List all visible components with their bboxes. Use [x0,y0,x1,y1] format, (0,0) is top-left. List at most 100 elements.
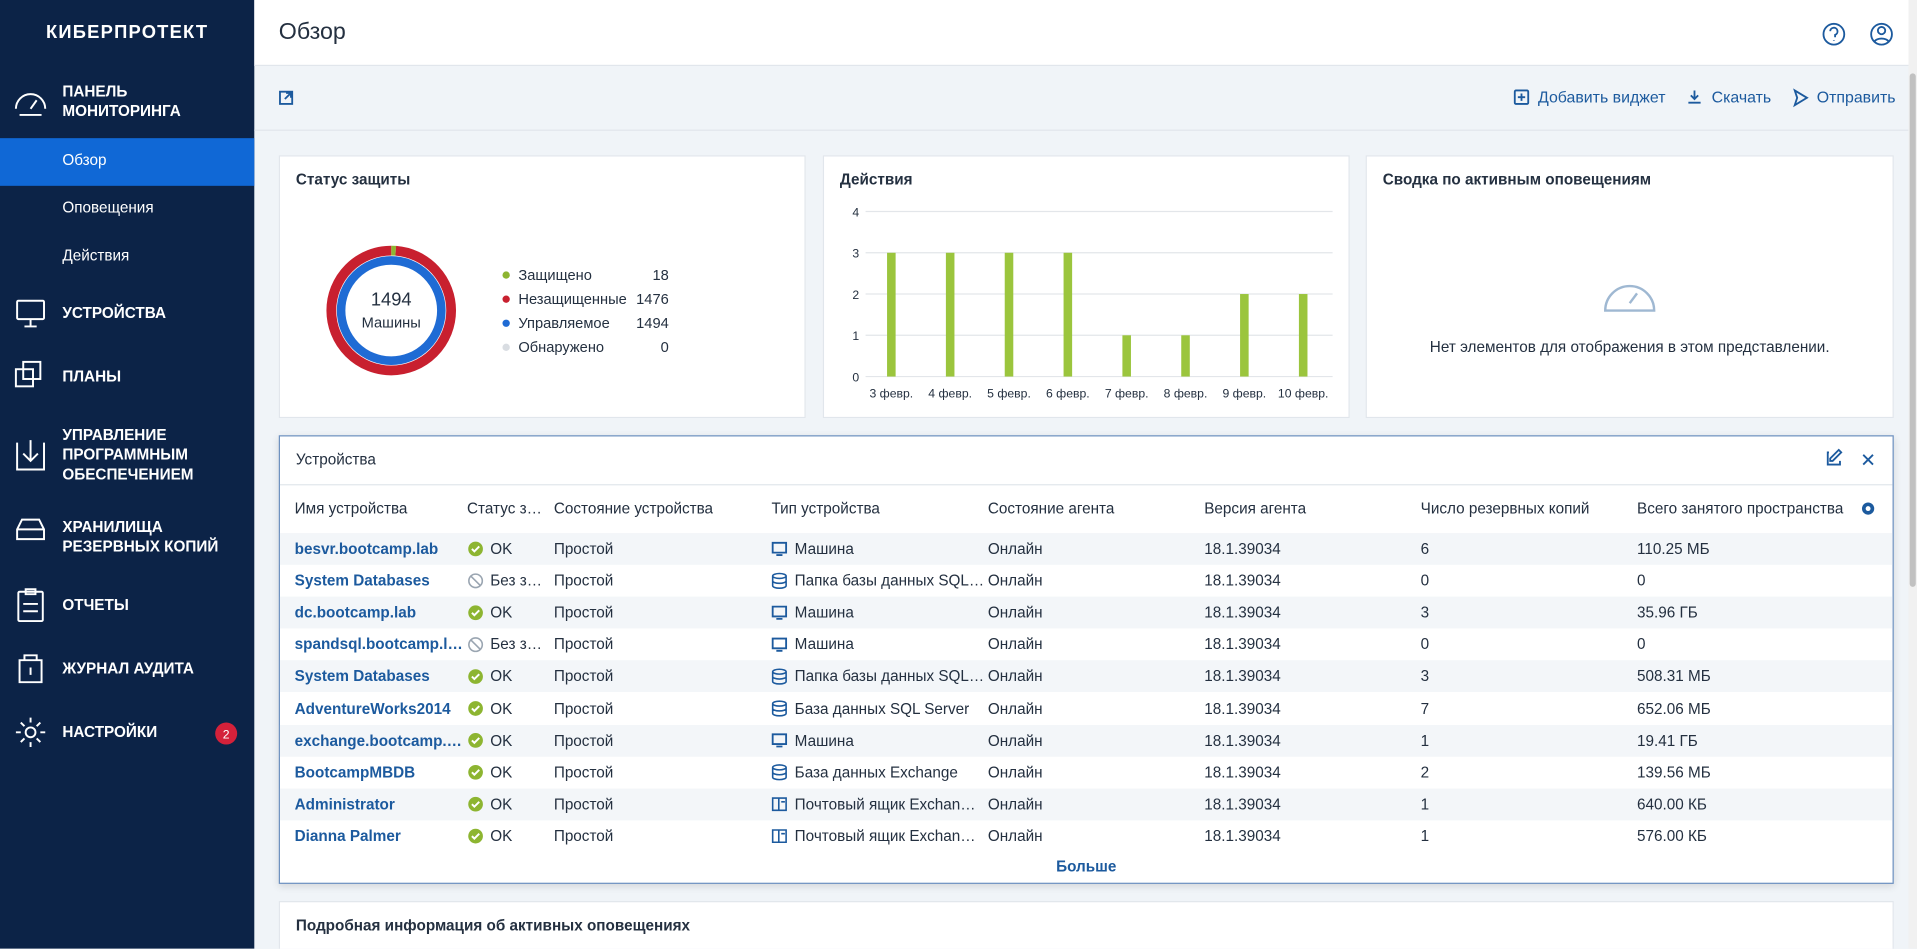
check [471,545,480,553]
nav-label: УПРАВЛЕНИЕ ПРОГРАММНЫМ ОБЕСПЕЧЕНИЕМ [62,426,194,483]
cell: Без з… [490,636,543,654]
check [471,801,480,809]
type-icon [771,829,787,844]
cell: OK [490,540,513,558]
bar [1063,252,1073,377]
cell: Простой [553,699,614,718]
device-link[interactable]: AdventureWorks2014 [294,699,451,718]
x-tick-label: 8 февр. [1164,386,1208,400]
type-icon [771,797,787,812]
device-link[interactable]: System Databases [294,668,430,686]
card-title: Сводка по активным оповещениям [1382,171,1652,189]
send[interactable]: Отправить [1816,88,1896,107]
cell: База данных Exchange [794,763,958,781]
download[interactable]: Скачать [1711,88,1772,107]
device-link[interactable]: dc.bootcamp.lab [294,604,417,622]
actions-card: Действия [822,155,1350,419]
row-stripe [279,596,1893,629]
cell: 18.1.39034 [1204,604,1281,622]
cell: 0 [1420,636,1430,654]
cell: Онлайн [987,636,1043,654]
device-link[interactable]: besvr.bootcamp.lab [294,540,439,558]
divider [279,484,1893,486]
device-link[interactable]: spandsql.bootcamp.l… [294,636,463,654]
cell: OK [490,827,513,845]
cell: 19.41 ГБ [1637,731,1698,749]
device-link[interactable]: Dianna Palmer [294,827,401,845]
nav-item[interactable]: ПАНЕЛЬ МОНИТОРИНГА [0,65,254,138]
device-link[interactable]: BootcampMBDB [294,763,416,781]
cell: 6 [1420,540,1430,558]
type-icon [771,733,788,748]
y-tick-label: 2 [852,288,859,302]
nav-item[interactable]: НАСТРОЙКИ [0,696,254,769]
type-icon [771,700,787,717]
nav-item[interactable]: ПЛАНЫ [0,340,254,413]
nav-item[interactable]: ХРАНИЛИЩА РЕЗЕРВНЫХ КОПИЙ [0,500,254,573]
legend-dot [502,271,510,279]
cell: Онлайн [987,795,1043,813]
nav-sub-item[interactable]: Действия [62,246,130,265]
column-header: Тип устройства [771,500,880,518]
protection-card: Статус защиты [278,155,806,419]
cell: OK [490,668,513,686]
row-stripe [279,533,1893,565]
more-link[interactable]: Больше [1056,858,1117,876]
device-link[interactable]: System Databases [294,572,430,590]
card-title: Подробная информация об активных оповеще… [295,916,691,935]
slash [470,575,482,587]
legend-dot [502,343,510,352]
row-stripe [279,724,1893,757]
check [471,705,480,713]
nav-item[interactable]: ЖУРНАЛ АУДИТА [0,632,254,705]
column-header: Имя устройства [294,500,408,518]
legend-value: 1476 [636,292,669,308]
cell: Папка базы данных SQL… [794,668,985,686]
type-icon [771,541,788,556]
nav-item[interactable]: УСТРОЙСТВА [0,276,254,349]
cell: Онлайн [987,572,1043,590]
cell: 18.1.39034 [1204,795,1281,813]
none-icon [468,637,484,653]
cell: База данных SQL Server [794,699,970,718]
bar [945,252,955,377]
device-link[interactable]: exchange.bootcamp.… [294,731,462,749]
cell: Простой [553,795,614,813]
brand: КИБЕРПРОТЕКТ [45,22,209,43]
bar [1298,294,1308,377]
x-tick-label: 10 февр. [1278,386,1329,400]
cell: Простой [553,572,614,590]
nav-label: НАСТРОЙКИ [62,723,158,741]
cell: 18.1.39034 [1204,731,1281,749]
cell: 18.1.39034 [1204,636,1281,654]
add-widget[interactable]: Добавить виджет [1538,88,1666,107]
y-tick-label: 4 [852,205,859,219]
bar [887,252,896,377]
nav-sub-item[interactable]: Обзор [62,151,107,169]
cell: 0 [1637,636,1646,654]
cell: 18.1.39034 [1204,668,1281,686]
cell: Без з… [490,572,543,590]
card-title: Действия [839,171,913,189]
donut-segment [336,256,446,365]
column-header: Состояние агента [987,500,1115,518]
x-tick-label: 9 февр. [1222,386,1266,400]
cell: 0 [1420,572,1430,590]
cell: Онлайн [987,604,1043,622]
column-header: Число резервных копий [1420,500,1590,518]
cell: 18.1.39034 [1204,763,1281,781]
legend-label: Управляемое [518,316,609,332]
details-card: Подробная информация об активных оповеще… [278,901,1894,949]
cell: 7 [1420,699,1430,718]
nav-label: УСТРОЙСТВА [62,304,167,322]
nav-item[interactable]: ОТЧЕТЫ [0,568,254,641]
nav-label: ХРАНИЛИЩА РЕЗЕРВНЫХ КОПИЙ [62,518,219,556]
cell: Машина [794,731,854,749]
nav-item[interactable]: УПРАВЛЕНИЕ ПРОГРАММНЫМ ОБЕСПЕЧЕНИЕМ [0,418,254,491]
device-link[interactable]: Administrator [294,795,395,813]
nav-sub-item[interactable]: Оповещения [62,199,154,217]
cell: Простой [553,668,614,686]
x-tick-label: 6 февр. [1046,386,1090,400]
scroll-thumb[interactable] [1909,73,1916,587]
